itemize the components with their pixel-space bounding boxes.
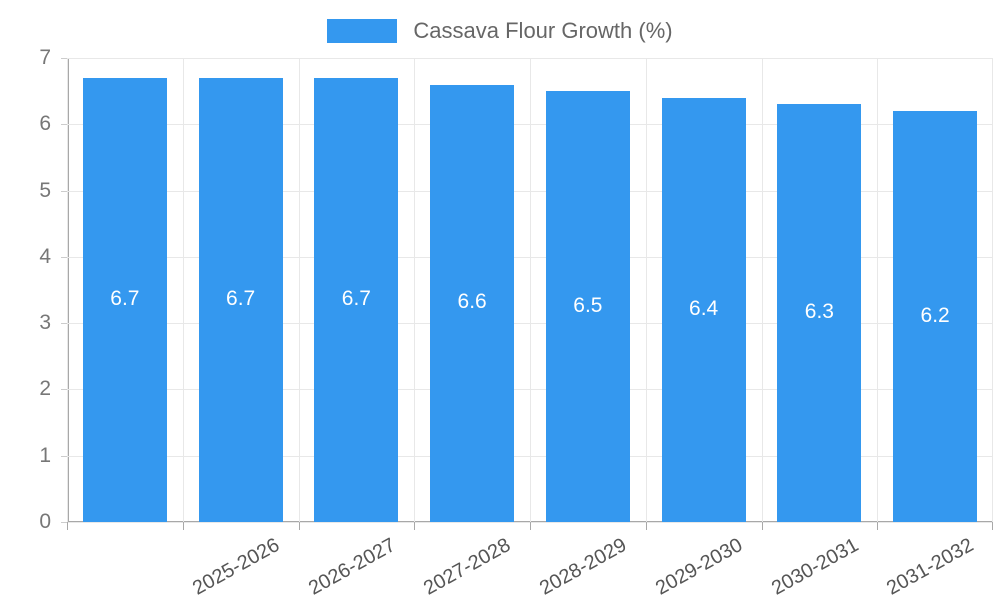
y-axis-tick-label: 2: [39, 377, 51, 401]
y-axis-tick-mark: [61, 256, 67, 258]
y-axis-tick-mark: [61, 522, 67, 523]
y-axis-tick-label: 6: [39, 112, 51, 136]
x-gridline: [761, 58, 763, 522]
legend-item-cassava-flour-growth[interactable]: Cassava Flour Growth (%): [327, 18, 673, 44]
x-axis-tick-mark: [414, 522, 416, 530]
y-axis-line: [67, 58, 69, 522]
bar-value-label: 6.4: [689, 296, 719, 320]
bar-value-label: 6.3: [804, 300, 834, 324]
bar[interactable]: [777, 104, 862, 522]
y-axis-tick-labels: 0 1 2 3 4 5 6 7: [0, 46, 51, 533]
y-axis-tick-label: 7: [39, 46, 51, 69]
x-gridline: [182, 58, 184, 522]
y-axis-tick-label: 4: [39, 244, 51, 268]
legend-label: Cassava Flour Growth (%): [413, 18, 673, 43]
x-axis-tick-mark: [645, 522, 647, 530]
bar-value-label: 6.7: [226, 286, 256, 310]
bar[interactable]: [661, 97, 746, 522]
bar[interactable]: [545, 91, 630, 522]
x-axis-tick-label: 2029-2030: [651, 534, 747, 600]
y-axis-tick-mark: [61, 455, 67, 457]
x-gridline: [877, 58, 879, 522]
x-axis-tick-mark: [182, 522, 184, 530]
plot-area: 6.7 6.7 6.7 6.6 6.5 6.4 6.3 6.2: [67, 58, 993, 530]
bar-value-label: 6.7: [110, 286, 140, 310]
x-gridline: [992, 58, 993, 522]
x-gridline: [530, 58, 531, 522]
bar[interactable]: [314, 77, 399, 522]
y-axis-tick-mark: [61, 58, 67, 59]
x-axis-tick-label: 2027-2028: [420, 534, 515, 600]
bar[interactable]: [82, 77, 167, 522]
bar[interactable]: [198, 77, 283, 522]
x-axis-tick-label: 2025-2026: [188, 534, 284, 600]
bar-value-label: 6.5: [573, 293, 603, 317]
x-axis-tick-mark: [761, 522, 763, 530]
x-gridline: [414, 58, 416, 522]
x-gridline: [298, 58, 300, 522]
y-axis-tick-mark: [61, 389, 67, 391]
x-axis-tick-label: 2028-2029: [536, 534, 631, 600]
x-axis-tick-mark: [67, 522, 68, 530]
x-axis-tick-mark: [298, 522, 300, 530]
x-axis-tick-mark: [992, 522, 993, 530]
y-axis-tick-label: 5: [39, 178, 51, 202]
y-axis-tick-label: 0: [39, 510, 51, 533]
bar[interactable]: [430, 84, 515, 522]
x-axis-tick-label: 2031-2032: [883, 534, 978, 600]
x-axis-tick-label: 2030-2031: [767, 534, 862, 600]
x-gridline: [67, 58, 68, 522]
bar-value-label: 6.7: [341, 286, 371, 310]
legend-swatch-icon: [327, 19, 398, 43]
x-axis-tick-mark: [877, 522, 879, 530]
y-axis-tick-label: 1: [39, 443, 51, 467]
chart-legend: Cassava Flour Growth (%): [0, 10, 1000, 52]
x-axis-tick-label: 2026-2027: [304, 534, 399, 600]
y-axis-tick-mark: [61, 323, 67, 325]
bar-value-label: 6.6: [457, 290, 487, 314]
y-axis-tick-mark: [61, 190, 67, 192]
x-axis-tick-mark: [530, 522, 531, 530]
x-gridline: [645, 58, 647, 522]
bar-value-label: 6.2: [920, 303, 950, 327]
bar[interactable]: [893, 111, 978, 522]
y-axis-tick-label: 3: [39, 311, 51, 335]
y-axis-tick-mark: [61, 124, 67, 126]
